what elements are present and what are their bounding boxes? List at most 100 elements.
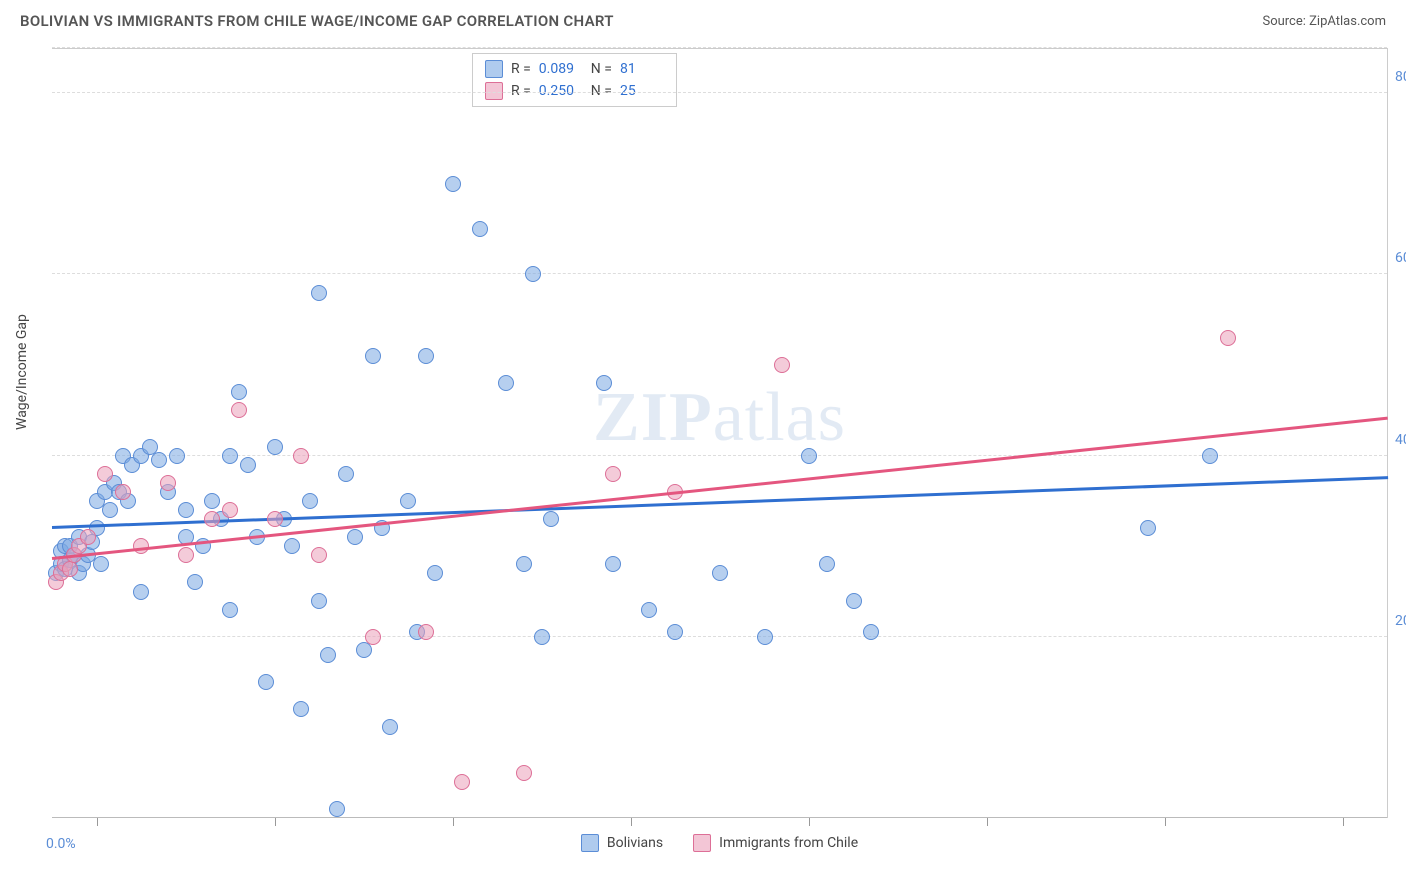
data-point — [97, 466, 113, 482]
data-point — [1220, 330, 1236, 346]
data-point — [231, 384, 247, 400]
trend-line — [52, 476, 1388, 528]
data-point — [80, 529, 96, 545]
data-point — [320, 647, 336, 663]
data-point — [356, 642, 372, 658]
data-point — [93, 556, 109, 572]
source-attribution: Source: ZipAtlas.com — [1262, 14, 1386, 29]
data-point — [169, 448, 185, 464]
data-point — [102, 502, 118, 518]
data-point — [445, 176, 461, 192]
data-point — [427, 565, 443, 581]
data-point — [596, 375, 612, 391]
data-point — [641, 602, 657, 618]
legend-swatch — [485, 82, 503, 100]
legend-row: R =0.089N =81 — [475, 58, 674, 80]
data-point — [454, 774, 470, 790]
gridline — [52, 47, 1387, 48]
data-point — [302, 493, 318, 509]
data-point — [62, 561, 78, 577]
chart-header: BOLIVIAN VS IMMIGRANTS FROM CHILE WAGE/I… — [0, 0, 1406, 38]
data-point — [115, 484, 131, 500]
data-point — [819, 556, 835, 572]
y-tick-label: 60.0% — [1395, 250, 1406, 266]
x-tick — [97, 818, 98, 826]
data-point — [774, 357, 790, 373]
data-point — [258, 674, 274, 690]
data-point — [846, 593, 862, 609]
data-point — [178, 547, 194, 563]
chart-title: BOLIVIAN VS IMMIGRANTS FROM CHILE WAGE/I… — [20, 12, 614, 30]
y-tick-label: 80.0% — [1395, 69, 1406, 85]
legend-swatch — [693, 834, 711, 852]
data-point — [1202, 448, 1218, 464]
data-point — [204, 511, 220, 527]
gridline — [52, 92, 1387, 93]
y-axis-label: Wage/Income Gap — [14, 314, 30, 430]
x-tick — [987, 818, 988, 826]
gridline — [52, 636, 1387, 637]
data-point — [160, 475, 176, 491]
data-point — [525, 266, 541, 282]
y-tick-label: 20.0% — [1395, 613, 1406, 629]
x-tick — [1165, 818, 1166, 826]
data-point — [222, 502, 238, 518]
data-point — [667, 624, 683, 640]
data-point — [801, 448, 817, 464]
y-tick-label: 40.0% — [1395, 432, 1406, 448]
data-point — [757, 629, 773, 645]
data-point — [133, 584, 149, 600]
x-tick — [809, 818, 810, 826]
data-point — [178, 502, 194, 518]
data-point — [516, 556, 532, 572]
data-point — [516, 765, 532, 781]
legend-row: R =0.250N =25 — [475, 80, 674, 102]
data-point — [365, 348, 381, 364]
legend-swatch — [581, 834, 599, 852]
data-point — [311, 547, 327, 563]
data-point — [418, 624, 434, 640]
x-tick — [453, 818, 454, 826]
data-point — [365, 629, 381, 645]
data-point — [534, 629, 550, 645]
data-point — [329, 801, 345, 817]
correlation-legend: R =0.089N =81R =0.250N =25 — [472, 53, 677, 107]
data-point — [284, 538, 300, 554]
x-tick — [1343, 818, 1344, 826]
legend-swatch — [485, 60, 503, 78]
data-point — [418, 348, 434, 364]
data-point — [605, 466, 621, 482]
trend-line — [52, 417, 1388, 560]
data-point — [1140, 520, 1156, 536]
data-point — [382, 719, 398, 735]
data-point — [605, 556, 621, 572]
legend-item: Bolivians — [581, 834, 663, 852]
data-point — [240, 457, 256, 473]
data-point — [204, 493, 220, 509]
data-point — [222, 448, 238, 464]
data-point — [338, 466, 354, 482]
series-legend: BoliviansImmigrants from Chile — [52, 834, 1387, 852]
data-point — [267, 439, 283, 455]
data-point — [231, 402, 247, 418]
data-point — [863, 624, 879, 640]
data-point — [712, 565, 728, 581]
data-point — [151, 452, 167, 468]
gridline — [52, 455, 1387, 456]
data-point — [472, 221, 488, 237]
data-point — [293, 448, 309, 464]
data-point — [311, 285, 327, 301]
scatter-chart: ZIPatlas 0.0% 15.0% R =0.089N =81R =0.25… — [52, 48, 1388, 818]
data-point — [222, 602, 238, 618]
watermark: ZIPatlas — [593, 378, 846, 458]
data-point — [293, 701, 309, 717]
data-point — [400, 493, 416, 509]
data-point — [187, 574, 203, 590]
data-point — [543, 511, 559, 527]
data-point — [498, 375, 514, 391]
x-tick — [275, 818, 276, 826]
data-point — [311, 593, 327, 609]
x-axis-baseline — [52, 817, 1387, 818]
data-point — [347, 529, 363, 545]
data-point — [267, 511, 283, 527]
